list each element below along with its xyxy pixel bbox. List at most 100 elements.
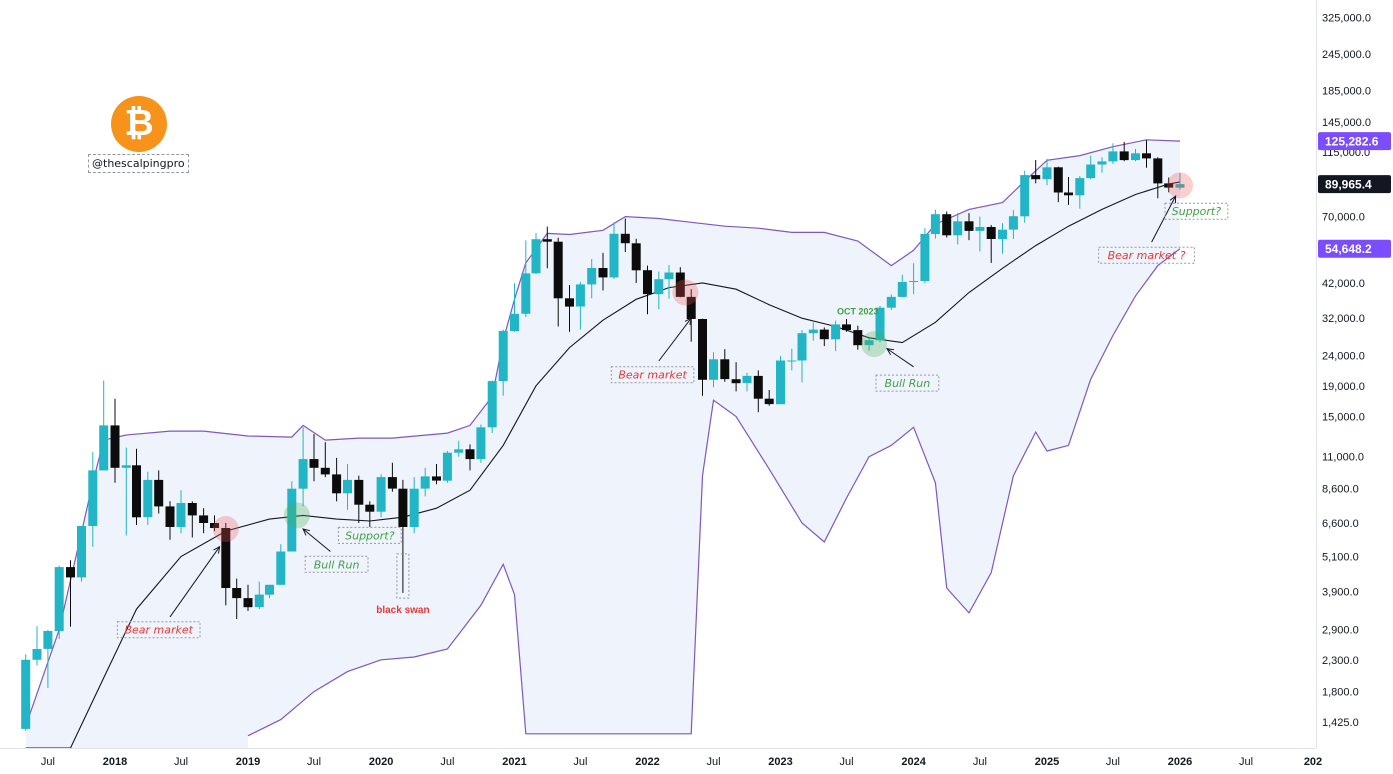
annotation-text: Bull Run (314, 558, 360, 571)
candle (1042, 158, 1052, 186)
candle (587, 259, 597, 299)
candle (88, 452, 98, 547)
candle (409, 477, 419, 534)
candle (643, 265, 652, 315)
y-tick-label: 32,000.0 (1322, 313, 1365, 325)
candle (1131, 149, 1140, 162)
candle (265, 584, 274, 599)
candle (942, 211, 952, 238)
candle (510, 283, 519, 332)
candle (531, 233, 541, 274)
band-upper-line (25, 139, 1181, 727)
candle (1075, 176, 1085, 209)
candle (631, 238, 641, 283)
candle (32, 626, 42, 666)
y-tick-label: 24,000.0 (1322, 351, 1365, 363)
candle (43, 629, 53, 688)
x-tick-label: Jul (41, 756, 55, 768)
candle (897, 274, 907, 298)
candle (276, 544, 286, 585)
candle (210, 515, 219, 532)
candle (398, 479, 408, 593)
annotation-text: Bear market ? (1108, 249, 1186, 262)
candle (953, 213, 963, 245)
candle (1064, 177, 1073, 205)
y-tick-label: 11,000.0 (1322, 452, 1364, 464)
candle (986, 225, 996, 263)
candle (132, 448, 141, 525)
annotation: Bear market (116, 545, 221, 639)
candle (320, 442, 330, 478)
annotation-text: black swan (376, 605, 429, 616)
candle (1175, 173, 1185, 190)
candle (465, 444, 475, 471)
x-tick-label: Jul (1239, 756, 1253, 768)
svg-text:89,965.4: 89,965.4 (1325, 178, 1372, 192)
candle (442, 451, 452, 483)
x-tick-label: Jul (973, 756, 987, 768)
y-tick-label: 3,900.0 (1322, 586, 1359, 598)
candle (432, 464, 441, 485)
candle (686, 289, 696, 342)
black-swan-box (396, 553, 410, 599)
candle (77, 526, 86, 582)
candle (287, 481, 297, 552)
candle (598, 252, 608, 291)
candle (232, 578, 242, 619)
candle (698, 318, 707, 396)
candle (420, 467, 430, 497)
y-tick-label: 70,000.0 (1322, 212, 1365, 224)
candle (964, 213, 974, 241)
y-tick-label: 325,000.0 (1322, 12, 1371, 24)
candle (365, 501, 375, 527)
annotation: Bear market (610, 317, 695, 384)
candle (1097, 157, 1107, 173)
candle (121, 447, 131, 536)
candle (1086, 155, 1096, 180)
highlight-green (283, 502, 310, 529)
candle (165, 501, 175, 540)
annotation: black swan (376, 605, 429, 616)
y-tick-label: 245,000.0 (1322, 49, 1371, 61)
candle (975, 216, 985, 252)
x-tick-label: 2023 (768, 756, 792, 768)
candle (1053, 166, 1063, 203)
annotation-text: OCT 2023 (837, 306, 879, 316)
annotation-text: Support? (1172, 205, 1221, 218)
band-fill (25, 139, 1180, 748)
x-tick-label: 2021 (502, 756, 526, 768)
candle (154, 470, 164, 514)
annotation-text: Bear market (618, 369, 687, 382)
candle (920, 228, 930, 284)
annotation-text: Bear market (124, 624, 193, 637)
candle (742, 372, 752, 392)
annotation: Bull Run (875, 348, 940, 392)
candle (764, 390, 774, 406)
candle (1020, 170, 1030, 223)
candle (853, 325, 863, 350)
candle (787, 348, 797, 371)
candle (110, 398, 120, 483)
candle (542, 226, 552, 269)
price-badge-price: 89,965.4 (1318, 175, 1391, 194)
author-handle: @thescalpingpro (88, 154, 189, 173)
candle (387, 462, 397, 492)
candle (565, 285, 574, 332)
bitcoin-logo-icon: ₿ (111, 96, 167, 152)
highlight-green (861, 331, 888, 358)
x-tick-label: 2020 (369, 756, 393, 768)
x-tick-label: 2026 (1168, 756, 1192, 768)
candle (487, 380, 497, 434)
highlight-red (1167, 172, 1193, 199)
candle (731, 362, 741, 392)
candle (753, 370, 763, 413)
candle (1119, 141, 1129, 162)
band-lower-line (247, 248, 1181, 737)
x-tick-label: 2025 (1035, 756, 1059, 768)
candle (1164, 177, 1174, 193)
candle (998, 223, 1007, 254)
svg-text:125,282.6: 125,282.6 (1325, 135, 1379, 149)
band-basis-line (25, 181, 1181, 748)
candle (776, 356, 785, 405)
